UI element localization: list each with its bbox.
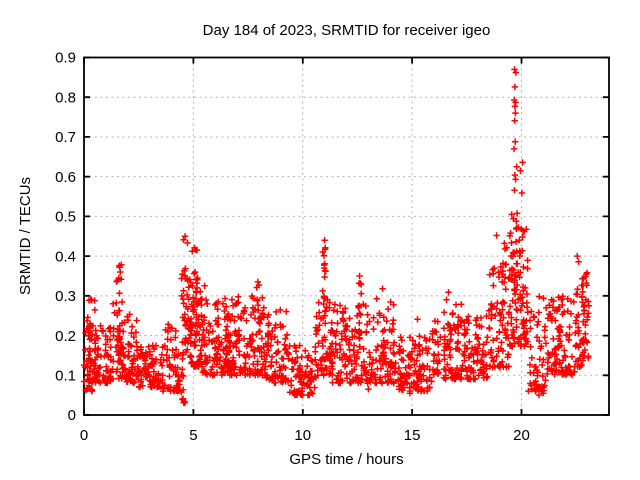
x-tick-labels: 0 5 10 15 20 xyxy=(80,427,530,444)
y-tick-label: 0.3 xyxy=(55,288,76,305)
y-tick-label: 0.6 xyxy=(55,169,76,186)
y-tick-label: 0 xyxy=(68,407,76,424)
x-tick-label: 15 xyxy=(404,427,421,444)
x-axis-label: GPS time / hours xyxy=(289,451,403,468)
tick-marks xyxy=(83,56,609,416)
y-tick-label: 0.8 xyxy=(55,89,76,106)
x-tick-label: 20 xyxy=(513,427,530,444)
x-tick-label: 10 xyxy=(294,427,311,444)
y-tick-label: 0.1 xyxy=(55,367,76,384)
scatter-points xyxy=(80,66,593,407)
x-tick-label: 0 xyxy=(80,427,88,444)
y-tick-label: 0.2 xyxy=(55,328,76,345)
y-axis-label: SRMTID / TECUs xyxy=(17,177,34,295)
y-tick-label: 0.4 xyxy=(55,248,76,265)
x-tick-label: 5 xyxy=(189,427,197,444)
axis-ticks xyxy=(83,56,609,416)
y-tick-label: 0.7 xyxy=(55,129,76,146)
y-tick-label: 0.5 xyxy=(55,209,76,226)
y-tick-label: 0.9 xyxy=(55,50,76,67)
chart-title: Day 184 of 2023, SRMTID for receiver ige… xyxy=(203,22,491,39)
y-tick-labels: 0 0.1 0.2 0.3 0.4 0.5 0.6 0.7 0.8 0.9 xyxy=(55,50,76,425)
plot-border xyxy=(83,56,610,416)
